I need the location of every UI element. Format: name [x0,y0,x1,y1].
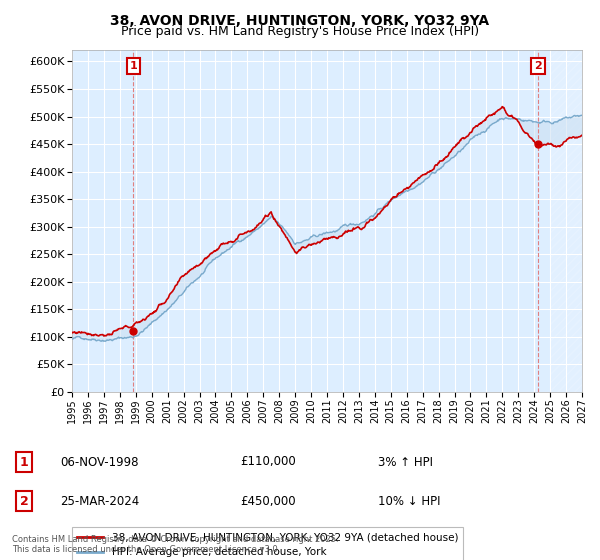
Text: 06-NOV-1998: 06-NOV-1998 [60,455,139,469]
Text: Contains HM Land Registry data © Crown copyright and database right 2025.
This d: Contains HM Land Registry data © Crown c… [12,535,338,554]
Text: 3% ↑ HPI: 3% ↑ HPI [378,455,433,469]
Bar [550,50,590,392]
Text: Price paid vs. HM Land Registry's House Price Index (HPI): Price paid vs. HM Land Registry's House … [121,25,479,38]
Text: 38, AVON DRIVE, HUNTINGTON, YORK, YO32 9YA: 38, AVON DRIVE, HUNTINGTON, YORK, YO32 9… [110,14,490,28]
Text: 2: 2 [534,61,542,71]
Text: £110,000: £110,000 [240,455,296,469]
Legend: 38, AVON DRIVE, HUNTINGTON, YORK, YO32 9YA (detached house), HPI: Average price,: 38, AVON DRIVE, HUNTINGTON, YORK, YO32 9… [72,527,463,560]
Text: 10% ↓ HPI: 10% ↓ HPI [378,494,440,508]
Text: 2: 2 [20,494,28,508]
Text: 25-MAR-2024: 25-MAR-2024 [60,494,139,508]
Text: 1: 1 [130,61,137,71]
Text: 1: 1 [20,455,28,469]
Text: £450,000: £450,000 [240,494,296,508]
